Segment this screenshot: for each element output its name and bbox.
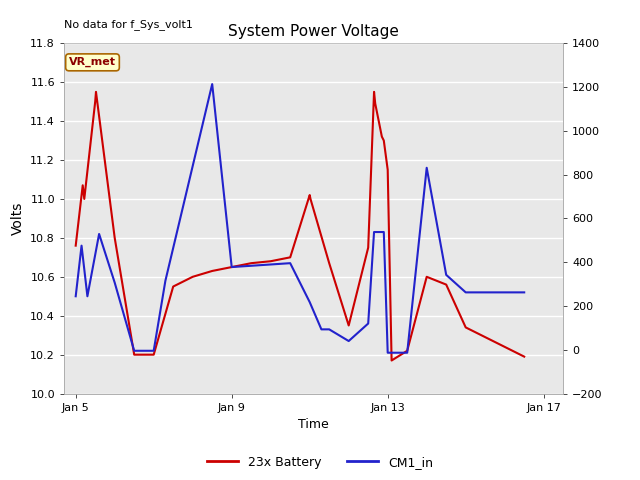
Y-axis label: Volts: Volts (11, 202, 25, 235)
23x Battery (364, 245, 372, 251)
CM1_in (77, 243, 85, 249)
23x Battery (378, 134, 386, 140)
Text: No data for f_Sys_volt1: No data for f_Sys_volt1 (64, 19, 193, 30)
Line: 23x Battery: 23x Battery (76, 92, 524, 360)
CM1_in (111, 280, 118, 286)
CM1_in (150, 348, 157, 354)
23x Battery (384, 167, 392, 173)
23x Battery (150, 352, 157, 358)
CM1_in (345, 338, 353, 344)
23x Battery (131, 352, 138, 358)
23x Battery (307, 196, 314, 202)
23x Battery (189, 274, 196, 280)
CM1_in (306, 299, 314, 305)
CM1_in (442, 272, 450, 278)
23x Battery (170, 284, 177, 289)
Line: CM1_in: CM1_in (76, 84, 524, 353)
23x Battery (228, 264, 236, 270)
23x Battery (403, 348, 411, 354)
CM1_in (72, 293, 79, 299)
23x Battery (423, 274, 431, 280)
23x Battery (209, 268, 216, 274)
23x Battery (79, 182, 86, 188)
23x Battery (380, 138, 388, 144)
Text: VR_met: VR_met (69, 57, 116, 68)
Title: System Power Voltage: System Power Voltage (228, 24, 399, 39)
CM1_in (372, 229, 380, 235)
CM1_in (423, 165, 431, 171)
CM1_in (462, 289, 470, 295)
CM1_in (380, 229, 388, 235)
23x Battery (81, 196, 88, 202)
CM1_in (370, 229, 378, 235)
23x Battery (371, 101, 379, 107)
23x Battery (286, 254, 294, 260)
CM1_in (364, 321, 372, 326)
23x Battery (462, 324, 470, 330)
23x Battery (111, 235, 118, 241)
23x Battery (345, 323, 353, 328)
Legend: 23x Battery, CM1_in: 23x Battery, CM1_in (202, 451, 438, 474)
X-axis label: Time: Time (298, 418, 329, 431)
23x Battery (325, 260, 333, 266)
CM1_in (403, 350, 411, 356)
CM1_in (384, 350, 392, 356)
CM1_in (286, 260, 294, 266)
CM1_in (325, 326, 333, 332)
CM1_in (95, 231, 103, 237)
23x Battery (92, 89, 100, 95)
23x Battery (247, 260, 255, 266)
CM1_in (228, 264, 236, 270)
23x Battery (306, 192, 314, 198)
CM1_in (84, 293, 92, 299)
CM1_in (161, 278, 169, 284)
23x Battery (72, 243, 79, 249)
23x Battery (370, 89, 378, 95)
23x Battery (92, 99, 99, 105)
CM1_in (520, 289, 528, 295)
CM1_in (317, 326, 325, 332)
CM1_in (131, 348, 138, 354)
23x Battery (520, 354, 528, 360)
23x Battery (388, 358, 396, 363)
23x Battery (442, 282, 450, 288)
CM1_in (209, 81, 216, 87)
23x Battery (267, 258, 275, 264)
